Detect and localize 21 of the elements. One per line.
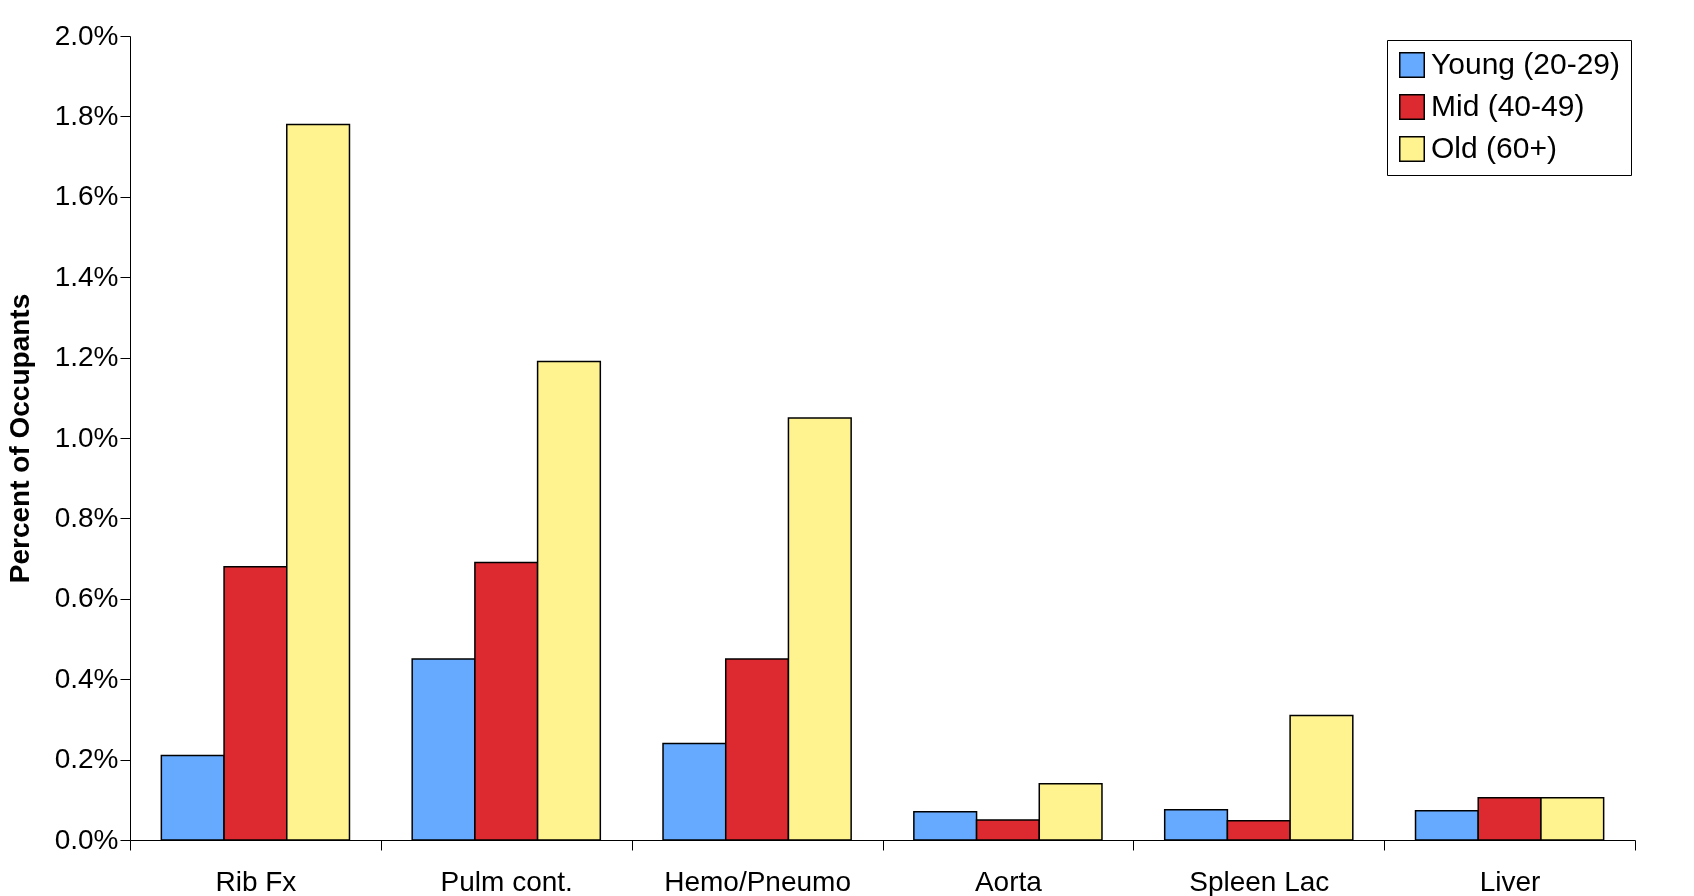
legend-label: Mid (40-49) xyxy=(1431,89,1585,122)
y-axis-title: Percent of Occupants xyxy=(3,293,35,584)
y-tick-label: 0.4% xyxy=(54,662,119,694)
y-tick-label: 1.8% xyxy=(54,99,119,131)
x-tick-label: Aorta xyxy=(974,865,1043,896)
y-tick-label: 1.4% xyxy=(54,260,119,292)
y-tick-label: 0.0% xyxy=(54,823,119,855)
x-tick-label: Liver xyxy=(1479,865,1541,896)
y-tick-label: 1.2% xyxy=(54,341,119,373)
y-tick-label: 1.6% xyxy=(54,180,119,212)
x-tick-label: Rib Fx xyxy=(215,865,297,896)
x-tick-label: Pulm cont. xyxy=(440,865,573,896)
x-tick-label: Hemo/Pneumo xyxy=(664,865,851,896)
y-tick-label: 0.8% xyxy=(54,501,119,533)
y-tick-label: 0.2% xyxy=(54,743,119,775)
legend-label: Young (20-29) xyxy=(1431,47,1621,80)
x-tick-label: Spleen Lac xyxy=(1189,865,1330,896)
y-tick-label: 1.0% xyxy=(54,421,119,453)
y-tick-label: 0.6% xyxy=(54,582,119,614)
y-tick-label: 2.0% xyxy=(54,19,119,51)
legend-label: Old (60+) xyxy=(1431,131,1557,164)
